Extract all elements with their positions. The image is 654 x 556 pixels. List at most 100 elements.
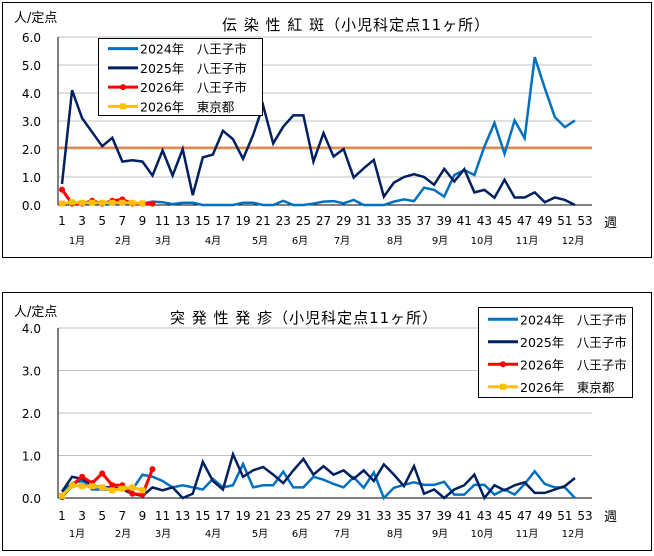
x-tick-label: 11 bbox=[155, 509, 170, 523]
data-point bbox=[79, 199, 86, 206]
data-point bbox=[129, 199, 136, 206]
x-tick-label: 43 bbox=[477, 214, 492, 228]
legend-marker bbox=[500, 383, 506, 390]
chart-title: 突 発 性 発 疹（小児科定点11ヶ所） bbox=[170, 309, 438, 327]
data-point bbox=[99, 484, 106, 491]
month-label: 1月 bbox=[69, 528, 85, 540]
chart-panel-erythema: 人/定点 伝 染 性 紅 斑（小児科定点11ヶ所） 週 0.0 1.0 2.0 3.0… bbox=[2, 2, 652, 258]
legend-label: 2024年 八王子市 bbox=[140, 42, 247, 57]
y-tick-label: 1.0 bbox=[22, 171, 41, 185]
month-label: 10月 bbox=[471, 528, 494, 540]
y-tick-label: 6.0 bbox=[22, 31, 41, 45]
data-point bbox=[59, 492, 65, 499]
data-point bbox=[139, 487, 146, 494]
legend-item: 2026年 東京都 bbox=[108, 99, 235, 114]
x-tick-label: 47 bbox=[517, 509, 532, 523]
y-tick-label: 0.0 bbox=[22, 199, 41, 213]
x-tick-label: 19 bbox=[235, 509, 250, 523]
month-label: 6月 bbox=[292, 528, 308, 540]
x-tick-label: 3 bbox=[78, 214, 86, 228]
plot-area: 0.01.02.03.04.01 3 5 7 9 11 13 15 17 19 21 23 25 27 29… bbox=[22, 307, 633, 540]
x-tick-label: 29 bbox=[336, 509, 351, 523]
x-tick-label: 37 bbox=[416, 509, 431, 523]
series-line bbox=[60, 89, 576, 207]
series-line bbox=[60, 450, 576, 501]
month-label: 10月 bbox=[471, 235, 494, 247]
x-tick-label: 27 bbox=[316, 509, 331, 523]
x-tick-label: 53 bbox=[577, 509, 592, 523]
data-point bbox=[149, 200, 156, 207]
x-tick-label: 47 bbox=[517, 214, 532, 228]
month-label: 3月 bbox=[155, 235, 171, 247]
legend-marker bbox=[120, 103, 126, 110]
data-point bbox=[79, 473, 86, 480]
month-label: 7月 bbox=[334, 235, 350, 247]
x-tick-label: 9 bbox=[139, 214, 147, 228]
x-tick-label: 35 bbox=[396, 509, 411, 523]
x-tick-label: 23 bbox=[276, 509, 291, 523]
data-point bbox=[109, 487, 116, 494]
x-tick-label: 1 bbox=[58, 509, 66, 523]
x-tick-label: 49 bbox=[537, 509, 552, 523]
x-tick-label: 45 bbox=[497, 214, 512, 228]
series-1 bbox=[60, 450, 576, 501]
data-point bbox=[129, 490, 136, 497]
legend-marker bbox=[500, 361, 506, 368]
month-label: 6月 bbox=[292, 235, 308, 247]
chart-panel-exanthem: 人/定点 突 発 性 発 疹（小児科定点11ヶ所） 週 0.0 1.0 2.0 3.0… bbox=[2, 292, 652, 551]
x-tick-label: 39 bbox=[437, 214, 452, 228]
legend-item: 2025年 八王子市 bbox=[488, 335, 627, 350]
x-tick-label: 39 bbox=[437, 509, 452, 523]
data-point bbox=[79, 483, 86, 490]
legend-label: 2024年 八王子市 bbox=[520, 312, 627, 327]
month-label: 5月 bbox=[252, 235, 268, 247]
legend-marker bbox=[120, 84, 126, 91]
y-tick-label: 3.0 bbox=[22, 365, 41, 379]
x-tick-label: 15 bbox=[195, 214, 210, 228]
x-tick-label: 35 bbox=[396, 214, 411, 228]
x-tick-label: 21 bbox=[256, 509, 271, 523]
x-tick-label: 31 bbox=[356, 509, 371, 523]
y-axis-label: 人/定点 bbox=[14, 11, 57, 26]
x-tick-label: 33 bbox=[376, 509, 391, 523]
data-point bbox=[59, 186, 65, 193]
data-point bbox=[99, 470, 106, 477]
x-tick-label: 9 bbox=[139, 509, 147, 523]
x-tick-label: 15 bbox=[195, 509, 210, 523]
month-label: 8月 bbox=[387, 528, 403, 540]
x-tick-label: 17 bbox=[215, 214, 230, 228]
x-tick-label: 13 bbox=[175, 509, 190, 523]
x-tick-label: 41 bbox=[457, 214, 472, 228]
x-tick-label: 17 bbox=[215, 509, 230, 523]
series-line bbox=[60, 468, 154, 499]
month-label: 12月 bbox=[562, 528, 585, 540]
legend-label: 2026年 八王子市 bbox=[520, 357, 627, 372]
data-point bbox=[119, 485, 126, 492]
data-point bbox=[149, 466, 156, 473]
legend: 2024年 八王子市 2025年 八王子市 2026年 八王子市 2026年 東京都 bbox=[98, 38, 263, 116]
x-tick-label: 25 bbox=[296, 509, 311, 523]
x-tick-label: 3 bbox=[78, 509, 86, 523]
x-tick-label: 41 bbox=[457, 509, 472, 523]
legend-item: 2026年 八王子市 bbox=[108, 80, 247, 95]
x-tick-label: 29 bbox=[336, 214, 351, 228]
data-point bbox=[119, 199, 126, 206]
x-tick-label: 1 bbox=[58, 214, 66, 228]
legend-label: 2025年 八王子市 bbox=[520, 335, 627, 350]
chart-title: 伝 染 性 紅 斑（小児科定点11ヶ所） bbox=[222, 16, 490, 34]
x-tick-label: 51 bbox=[557, 509, 572, 523]
month-label: 7月 bbox=[334, 528, 350, 540]
x-tick-label: 33 bbox=[376, 214, 391, 228]
x-tick-label: 13 bbox=[175, 214, 190, 228]
series-1 bbox=[60, 89, 576, 207]
plot-area: 0.01.02.03.04.05.06.01 3 5 7 9 11 13 15 17 19 21 23… bbox=[22, 31, 593, 247]
legend-item: 2026年 東京都 bbox=[488, 380, 615, 395]
legend-label: 2026年 東京都 bbox=[520, 380, 615, 395]
x-tick-label: 5 bbox=[98, 214, 106, 228]
month-label: 9月 bbox=[432, 528, 448, 540]
x-tick-label: 53 bbox=[577, 214, 592, 228]
month-label: 1月 bbox=[69, 235, 85, 247]
x-tick-label: 25 bbox=[296, 214, 311, 228]
data-point bbox=[89, 199, 96, 206]
